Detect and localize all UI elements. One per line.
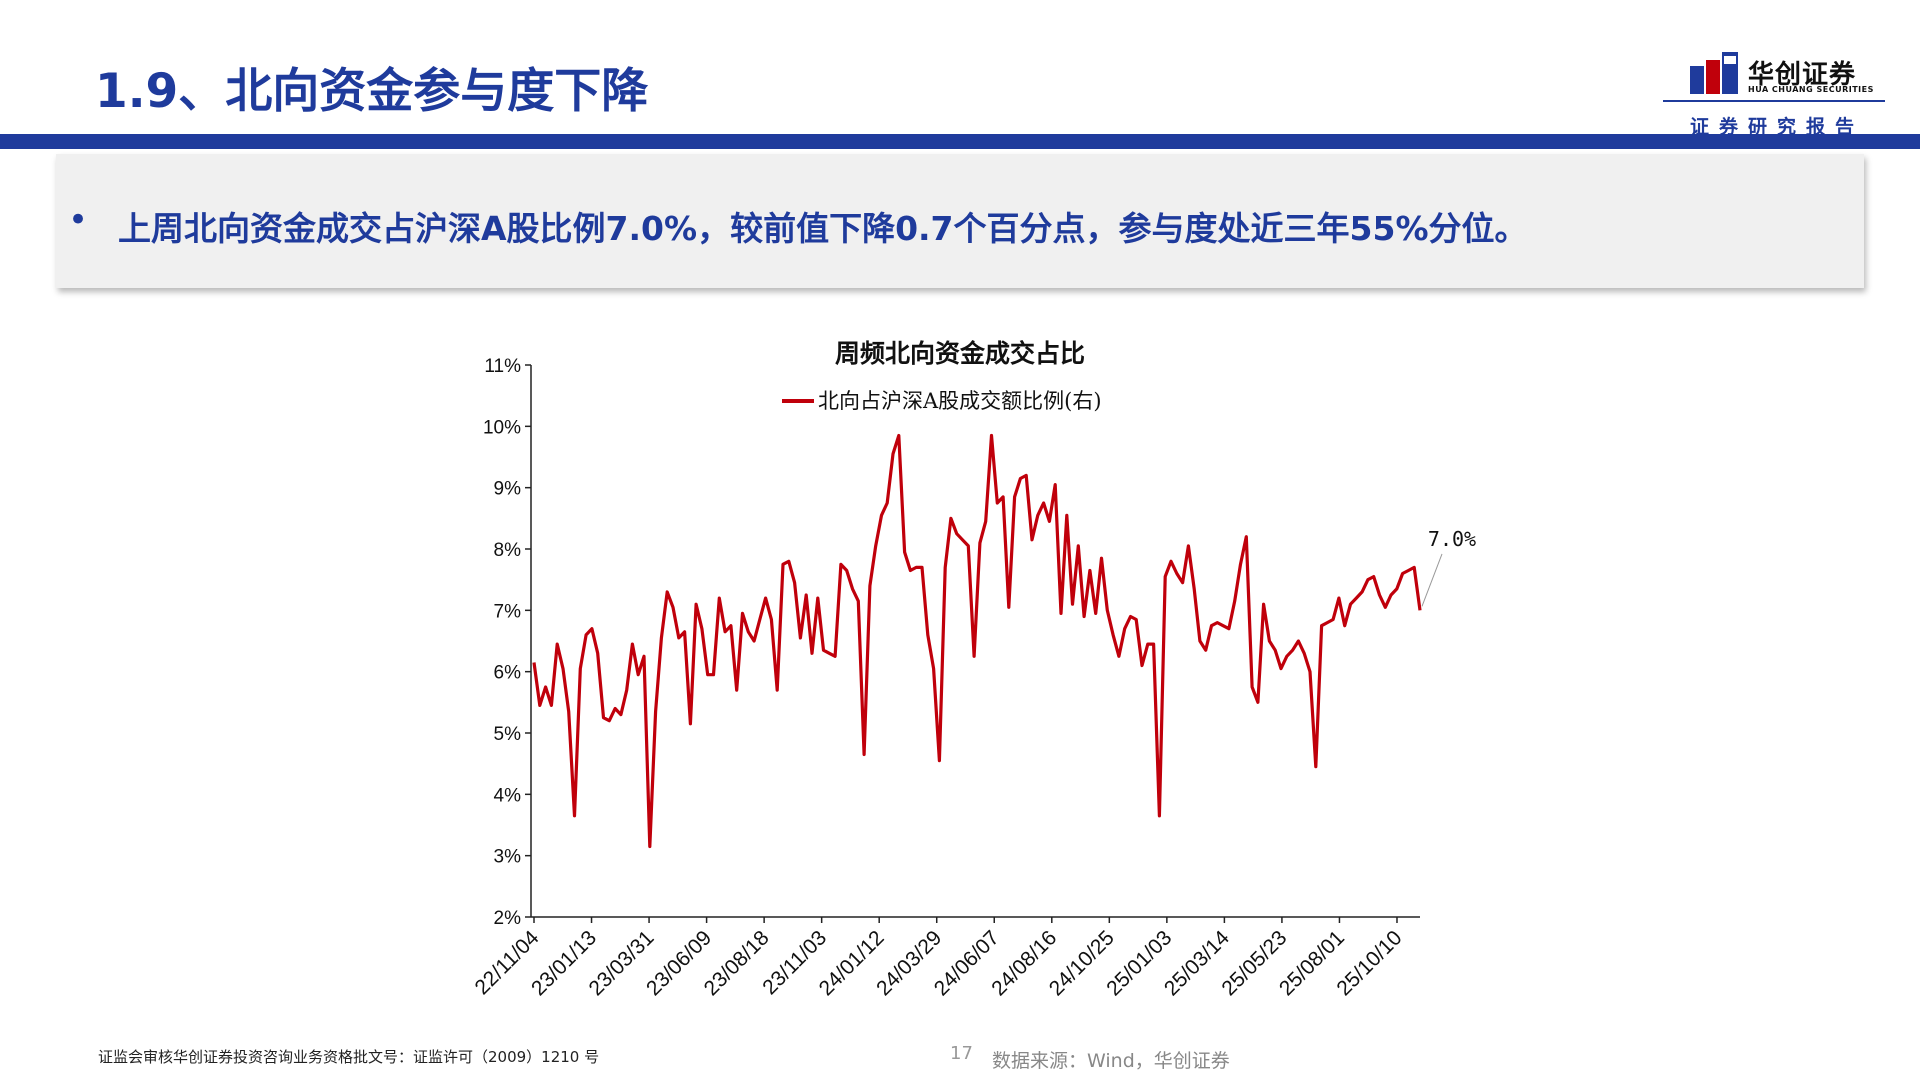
y-tick-label: 3% xyxy=(494,847,522,868)
logo-english-name: HUA CHUANG SECURITIES xyxy=(1748,85,1874,94)
header-blue-bar xyxy=(0,134,1920,149)
logo-mark-icon xyxy=(1690,52,1738,94)
series-line xyxy=(532,433,1422,849)
y-tick-label: 7% xyxy=(494,601,522,622)
company-logo: 华创证券 HUA CHUANG SECURITIES xyxy=(1690,52,1873,98)
bullet-text: 上周北向资金成交占沪深A股比例7.0%，较前值下降0.7个百分点，参与度处近三年… xyxy=(118,209,1528,248)
report-label: 证券研究报告 xyxy=(1690,116,1865,138)
y-tick-label: 5% xyxy=(494,724,522,745)
page-number: 17 xyxy=(950,1043,973,1064)
y-tick-label: 9% xyxy=(494,479,522,500)
logo-chinese-name: 华创证券 xyxy=(1748,60,1857,90)
y-tick-label: 10% xyxy=(483,417,521,438)
chart-title: 周频北向资金成交占比 xyxy=(835,339,1085,368)
data-source: 数据来源：Wind，华创证券 xyxy=(992,1050,1230,1072)
legend-label: 北向占沪深A股成交额比例(右) xyxy=(818,389,1102,413)
footer-license: 证监会审核华创证券投资咨询业务资格批文号：证监许可（2009）1210 号 xyxy=(98,1048,600,1066)
y-tick-label: 11% xyxy=(484,356,521,377)
logo-underline xyxy=(1663,100,1885,102)
y-tick-label: 2% xyxy=(494,908,522,929)
bullet-box xyxy=(56,154,1864,288)
page-title: 1.9、北向资金参与度下降 xyxy=(95,64,649,119)
y-tick-label: 8% xyxy=(494,540,522,561)
y-tick-label: 4% xyxy=(494,785,522,806)
bullet-dot: • xyxy=(68,200,89,240)
last-value-label: 7.0% xyxy=(1428,527,1476,551)
last-value-callout-line xyxy=(1421,553,1443,607)
y-tick-label: 6% xyxy=(494,663,522,684)
